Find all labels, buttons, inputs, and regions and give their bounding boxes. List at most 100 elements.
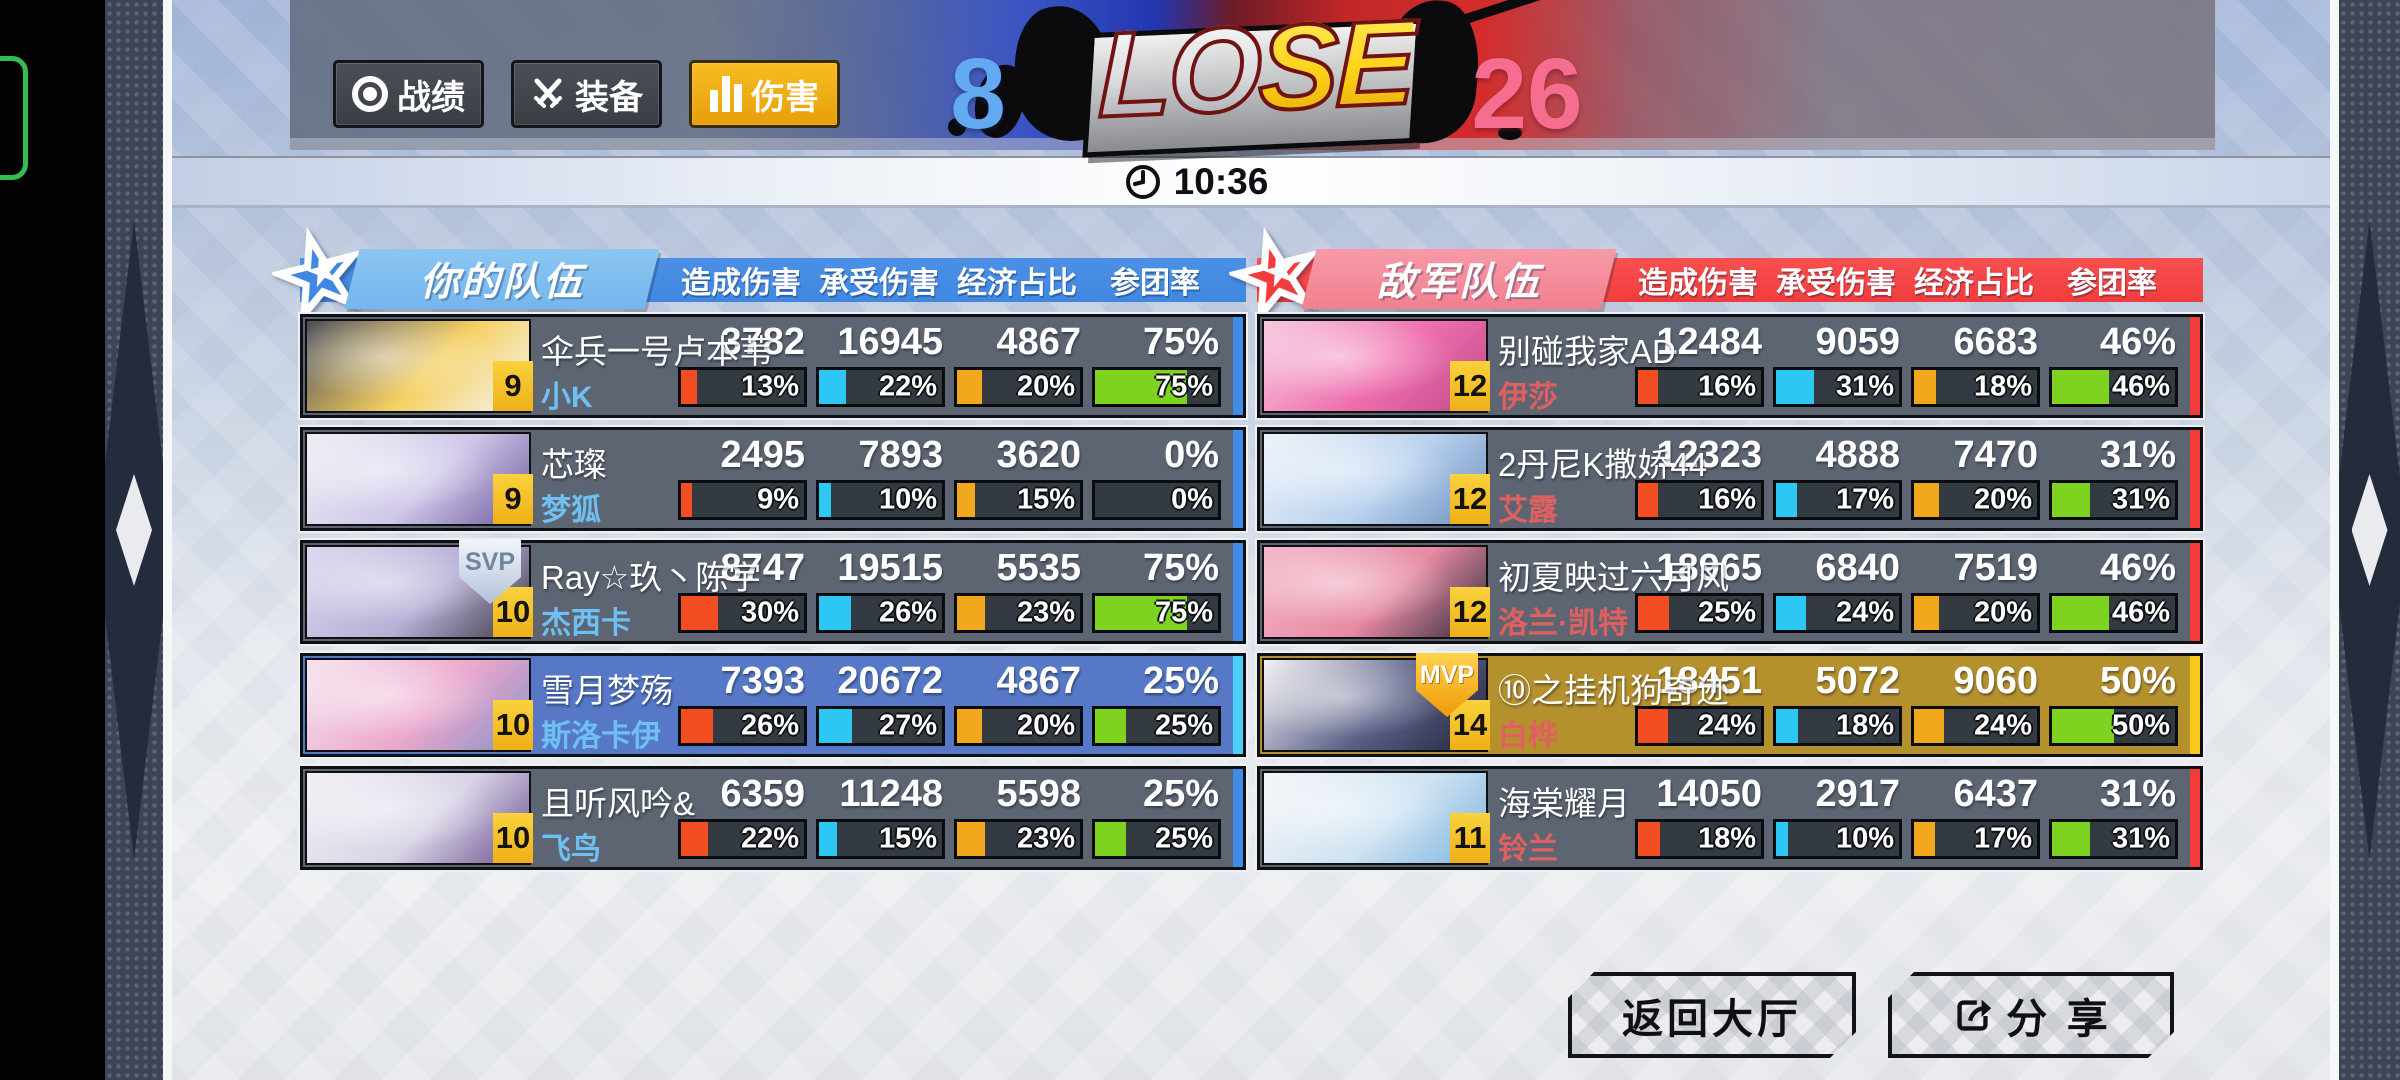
stat-value: 16945	[837, 321, 943, 363]
player-stats: 12484 16% 9059 31% 6683 18% 46% 46%	[1632, 317, 2184, 415]
stat-value: 5535	[996, 547, 1081, 589]
stat-bar-label: 26%	[878, 596, 937, 629]
player-subname: 铃兰	[1498, 833, 1558, 866]
stat-bar-label: 20%	[1973, 596, 2032, 629]
stat-bar: 0%	[1092, 480, 1221, 520]
stat-col-participation: 75% 75%	[1089, 317, 1227, 415]
player-subname: 伊莎	[1498, 381, 1558, 414]
column-header: 造成伤害	[681, 267, 801, 300]
player-row[interactable]: 12 别碰我家AD 伊莎 12484 16% 9059 31% 6683 18%…	[1257, 314, 2203, 418]
stat-value: 2495	[720, 434, 805, 476]
stat-bar-fill	[681, 709, 713, 743]
stat-col-participation: 25% 25%	[1089, 769, 1227, 867]
enemy-team-title: 敌军队伍	[1376, 261, 1541, 304]
player-row[interactable]: 10 且听风吟& 飞鸟 6359 22% 11248 15% 5598 23% …	[300, 766, 1246, 870]
stat-bar-label: 17%	[1835, 483, 1894, 516]
stat-bar-label: 17%	[1973, 822, 2032, 855]
stat-value: 46%	[2099, 547, 2176, 589]
level-badge: 11	[1450, 813, 1490, 863]
stat-col-damage-taken: 20672 27%	[813, 656, 951, 754]
stat-col-participation: 31% 31%	[2046, 769, 2184, 867]
column-header: 造成伤害	[1638, 267, 1758, 300]
stat-bar-fill	[681, 822, 709, 856]
back-to-lobby-label: 返回大厅	[1622, 996, 1802, 1042]
stat-bar-label: 22%	[740, 822, 799, 855]
player-row[interactable]: 11 海棠耀月 铃兰 14050 18% 2917 10% 6437 17% 3…	[1257, 766, 2203, 870]
player-name: 雪月梦殇	[541, 672, 673, 709]
stat-bar: 31%	[2049, 480, 2178, 520]
stat-col-damage-taken: 11248 15%	[813, 769, 951, 867]
stat-bar: 18%	[1773, 706, 1902, 746]
stat-col-damage-dealt: 2495 9%	[675, 430, 813, 528]
player-row[interactable]: 12 初夏映过六月风 洛兰·凯特 18965 25% 6840 24% 7519…	[1257, 540, 2203, 644]
stat-bar: 23%	[954, 593, 1083, 633]
stat-col-damage-dealt: 6359 22%	[675, 769, 813, 867]
share-button[interactable]: 分 享	[1888, 972, 2174, 1058]
player-row[interactable]: 10 雪月梦殇 斯洛卡伊 7393 26% 20672 27% 4867 20%…	[300, 653, 1246, 757]
enemy-column-headers: 造成伤害 承受伤害 经济占比 参团率	[1629, 258, 2181, 302]
stat-bar-label: 46%	[2111, 596, 2170, 629]
stat-bar: 16%	[1635, 480, 1764, 520]
stat-col-economy-share: 5598 23%	[951, 769, 1089, 867]
stat-value: 3782	[720, 321, 805, 363]
stat-col-damage-dealt: 12323 16%	[1632, 430, 1770, 528]
stat-value: 50%	[2099, 660, 2176, 702]
stat-col-economy-share: 6683 18%	[1908, 317, 2046, 415]
stat-col-participation: 46% 46%	[2046, 543, 2184, 641]
tab-equipment[interactable]: 装备	[511, 60, 662, 128]
stat-col-participation: 0% 0%	[1089, 430, 1227, 528]
stat-bar-fill	[1776, 822, 1789, 856]
stat-col-participation: 50% 50%	[2046, 656, 2184, 754]
player-name: Ray☆玖丶陈宇	[541, 559, 762, 596]
stat-bar-label: 25%	[1697, 596, 1756, 629]
next-page-arrow[interactable]	[2351, 474, 2388, 586]
column-header: 参团率	[2067, 267, 2157, 300]
stat-bar-fill	[819, 822, 838, 856]
back-to-lobby-button[interactable]: 返回大厅	[1568, 972, 1856, 1058]
stat-bar-label: 25%	[1154, 709, 1213, 742]
player-stats: 18451 24% 5072 18% 9060 24% 50% 50%	[1632, 656, 2184, 754]
stat-value: 20672	[837, 660, 943, 702]
player-row[interactable]: SVP 10 Ray☆玖丶陈宇 杰西卡 8747 30% 19515 26% 5…	[300, 540, 1246, 644]
match-duration: 10:36	[1173, 160, 1269, 202]
stat-bar-label: 75%	[1154, 596, 1213, 629]
stat-value: 5598	[996, 773, 1081, 815]
stat-bar: 24%	[1773, 593, 1902, 633]
stat-bar-fill	[1776, 370, 1815, 404]
player-subname: 艾露	[1498, 494, 1558, 527]
player-row[interactable]: 12 2丹尼K撒娇44 艾露 12323 16% 4888 17% 7470 2…	[1257, 427, 2203, 531]
stat-value: 12323	[1656, 434, 1762, 476]
stat-bar-fill	[957, 822, 986, 856]
tab-records[interactable]: 战绩	[333, 60, 484, 128]
stat-bar-label: 25%	[1154, 822, 1213, 855]
player-row[interactable]: MVP 14 ⑩之挂机狗奇迹 白桦 18451 24% 5072 18% 906…	[1257, 653, 2203, 757]
player-name: 别碰我家AD	[1498, 333, 1676, 370]
stat-bar: 46%	[2049, 367, 2178, 407]
stat-bar-fill	[1638, 596, 1669, 630]
stat-bar-fill	[1095, 822, 1126, 856]
stat-bar: 18%	[1635, 819, 1764, 859]
stat-bar-fill	[819, 370, 847, 404]
stat-bar: 17%	[1911, 819, 2040, 859]
row-accent-stripe	[2190, 317, 2200, 415]
target-icon	[352, 76, 388, 112]
stat-value: 46%	[2099, 321, 2176, 363]
stat-value: 7393	[720, 660, 805, 702]
result-logo: LOSE	[1082, 0, 1422, 158]
player-row[interactable]: 9 伞兵一号卢本苇 小K 3782 13% 16945 22% 4867 20%…	[300, 314, 1246, 418]
stat-bar: 17%	[1773, 480, 1902, 520]
stat-value: 14050	[1656, 773, 1762, 815]
rank-badge-label: MVP	[1419, 661, 1475, 689]
stat-value: 7470	[1953, 434, 2038, 476]
score-ally: 8	[950, 38, 1006, 150]
player-name: 且听风吟&	[541, 785, 696, 822]
tab-damage[interactable]: 伤害	[689, 60, 840, 128]
stat-bar-label: 27%	[878, 709, 937, 742]
player-stats: 18965 25% 6840 24% 7519 20% 46% 46%	[1632, 543, 2184, 641]
level-badge: 14	[1450, 700, 1490, 750]
stat-bar: 20%	[954, 367, 1083, 407]
player-row[interactable]: 9 芯璨 梦狐 2495 9% 7893 10% 3620 15% 0% 0%	[300, 427, 1246, 531]
stat-bar-fill	[1638, 483, 1658, 517]
stat-bar: 20%	[954, 706, 1083, 746]
prev-page-arrow[interactable]	[116, 474, 152, 586]
